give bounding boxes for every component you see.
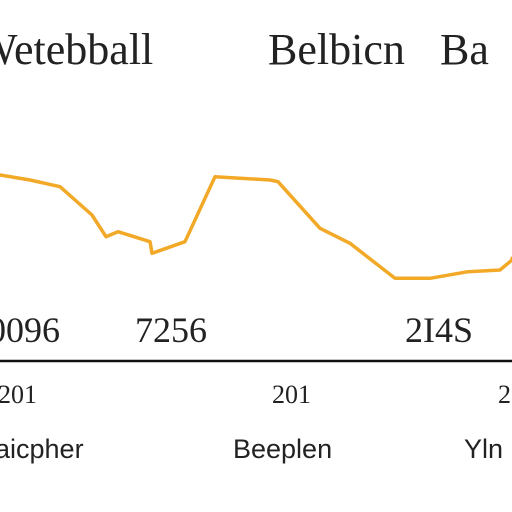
title-part-2: Belbicn	[268, 25, 405, 74]
value-label-2: 7256	[135, 310, 207, 350]
chart-title: Wetebball Belbicn Ba	[0, 25, 489, 74]
category-labels: aicpher Beeplen Yln	[0, 434, 503, 464]
value-labels: 0096 7256 2I4S	[0, 310, 473, 350]
x-tick-label-3: 201	[498, 380, 512, 409]
value-label-1: 0096	[0, 310, 60, 350]
category-label-2: Beeplen	[233, 434, 332, 464]
category-label-3: Yln	[464, 434, 503, 464]
x-tick-label-1: 201	[0, 380, 37, 409]
category-label-1: aicpher	[0, 434, 84, 464]
series-line	[0, 173, 512, 281]
title-part-3: Ba	[440, 25, 489, 74]
value-label-3: 2I4S	[405, 310, 473, 350]
title-part-1: Wetebball	[0, 25, 153, 74]
x-tick-label-2: 201	[272, 380, 311, 409]
series-line-group	[0, 173, 512, 281]
x-axis-tick-labels: 201 201 201	[0, 380, 512, 409]
